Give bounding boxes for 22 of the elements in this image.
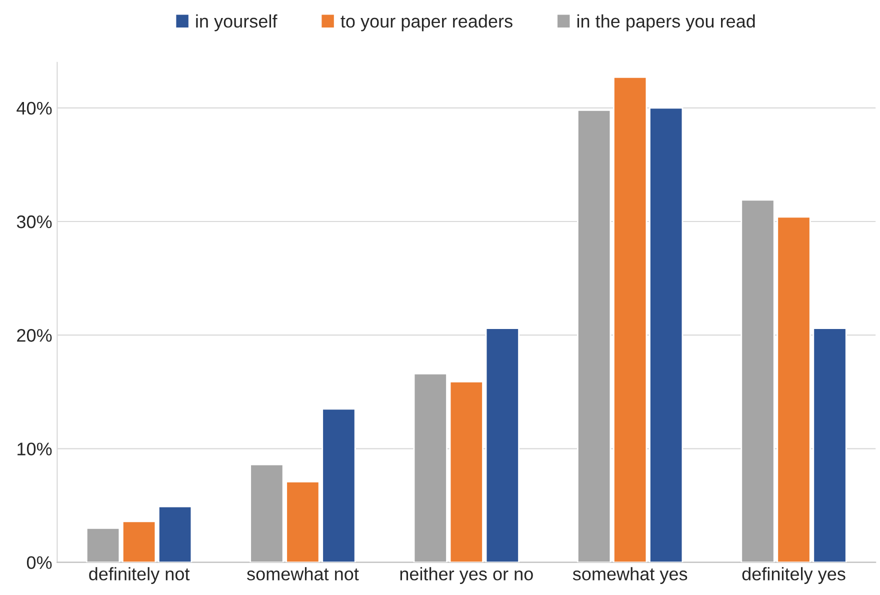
y-tick-label: 30%: [16, 215, 52, 228]
bar: [485, 328, 520, 562]
legend-label: to your paper readers: [340, 14, 512, 32]
bar: [449, 380, 484, 562]
x-tick-label: somewhat not: [247, 567, 359, 580]
y-tick-label: 40%: [16, 102, 52, 115]
bar: [613, 76, 648, 562]
y-tick-label: 0%: [26, 556, 52, 569]
x-tick-label: definitely not: [89, 567, 190, 584]
x-tick-label: definitely yes: [742, 567, 846, 584]
legend-label: in yourself: [196, 14, 278, 32]
bar: [577, 109, 612, 562]
x-tick-label: somewhat yes: [572, 567, 688, 584]
bar: [86, 528, 120, 562]
bar: [122, 520, 156, 562]
bar: [158, 506, 192, 562]
bar: [649, 107, 684, 562]
x-tick-label: neither yes or no: [400, 567, 533, 584]
legend-label: in the papers you read: [577, 14, 755, 32]
bar: [413, 373, 448, 562]
y-tick-label: 10%: [18, 442, 52, 456]
y-tick-label: 20%: [17, 329, 52, 342]
